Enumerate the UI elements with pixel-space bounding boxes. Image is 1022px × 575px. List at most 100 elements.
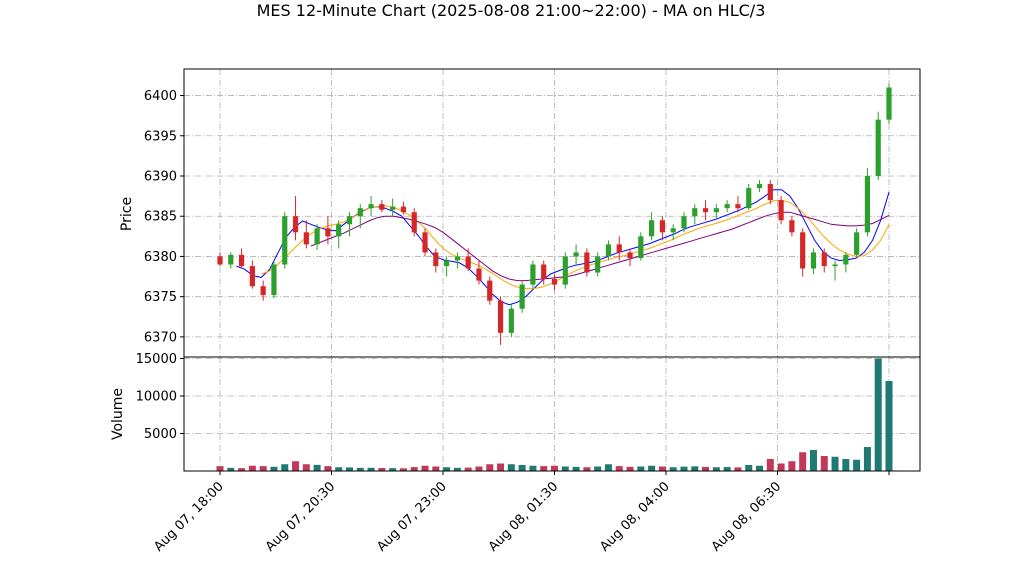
x-tick-label: Aug 08, 04:00 xyxy=(597,479,673,555)
volume-bar xyxy=(831,456,839,471)
candle-body xyxy=(746,188,752,209)
candle-body xyxy=(497,300,504,333)
candle-body xyxy=(476,268,482,281)
candle-body xyxy=(292,216,299,233)
volume-bar xyxy=(615,466,623,471)
candle-body xyxy=(508,308,514,333)
candle-body xyxy=(400,206,407,213)
volume-bar xyxy=(669,467,677,471)
volume-bar xyxy=(691,466,699,471)
volume-bar xyxy=(712,467,720,471)
volume-y-tick-label: 5000 xyxy=(144,427,177,442)
candle-body xyxy=(627,252,633,259)
volume-bar xyxy=(842,459,850,471)
price-y-ticks: 6370 6375 6380 6385 6390 6395 6400 xyxy=(144,89,184,345)
candle-body xyxy=(433,252,439,267)
candle-body xyxy=(443,260,450,267)
volume-bar xyxy=(292,461,300,471)
candle-body xyxy=(530,264,536,285)
price-panel-frame xyxy=(183,68,921,358)
moving-average-lines xyxy=(236,189,890,306)
volume-bar xyxy=(281,464,289,471)
volume-bar xyxy=(464,467,472,471)
volume-bar xyxy=(540,466,548,471)
volume-bar xyxy=(648,465,656,471)
candle-body xyxy=(681,216,687,229)
volume-bar xyxy=(766,459,774,471)
price-y-tick-label: 6395 xyxy=(144,129,177,144)
candle-body xyxy=(260,286,266,296)
volume-bar xyxy=(443,467,451,471)
candle-body xyxy=(854,232,860,255)
volume-bar xyxy=(723,467,731,471)
x-tick-label: Aug 07, 23:00 xyxy=(374,479,450,555)
volume-bar xyxy=(356,467,364,471)
candle-body xyxy=(314,228,320,245)
price-y-tick-label: 6385 xyxy=(144,210,177,225)
candle-body xyxy=(454,256,460,261)
candle-body xyxy=(551,278,558,285)
candle-body xyxy=(789,220,795,233)
volume-y-tick-label: 15000 xyxy=(136,352,177,367)
candle-body xyxy=(519,284,525,309)
moving-average-line xyxy=(236,189,890,306)
volume-bar xyxy=(345,467,353,471)
volume-bar xyxy=(367,467,375,471)
price-y-tick-label: 6370 xyxy=(144,330,177,345)
candle-body xyxy=(616,244,622,253)
candle-body xyxy=(756,184,763,189)
volume-bar xyxy=(788,461,796,471)
volume-bar xyxy=(777,463,785,471)
volume-bar xyxy=(507,464,515,471)
candle-body xyxy=(778,200,784,221)
volume-bar xyxy=(561,466,569,471)
moving-average-line xyxy=(261,199,890,290)
x-axis-ticks: Aug 07, 18:00 Aug 07, 20:30 Aug 07, 23:00 A… xyxy=(151,471,890,555)
volume-bar xyxy=(551,465,558,471)
candle-body xyxy=(562,256,568,285)
volume-bar xyxy=(594,466,602,471)
candle-body xyxy=(724,204,730,209)
candle-body xyxy=(605,244,612,257)
price-candles xyxy=(217,83,892,345)
volume-bar xyxy=(378,468,386,471)
volume-bar xyxy=(702,466,710,471)
candle-body xyxy=(228,254,234,265)
volume-bar xyxy=(756,465,764,471)
volume-bar xyxy=(583,467,591,471)
volume-bar xyxy=(302,464,310,471)
volume-bar xyxy=(658,466,666,471)
volume-bar xyxy=(453,467,461,471)
volume-bar xyxy=(809,450,817,471)
candle-body xyxy=(346,216,353,225)
candle-body xyxy=(390,206,396,210)
candle-body xyxy=(249,266,255,287)
x-tick-label: Aug 07, 18:00 xyxy=(151,479,227,555)
volume-gridlines xyxy=(184,357,920,471)
candle-body xyxy=(864,175,871,233)
candle-body xyxy=(886,87,892,120)
volume-bar xyxy=(497,463,505,471)
volume-bar xyxy=(216,466,224,471)
candle-body xyxy=(238,254,245,267)
volume-bar xyxy=(863,447,871,471)
candle-body xyxy=(541,264,547,279)
volume-bar xyxy=(335,467,343,471)
volume-bar xyxy=(637,466,645,471)
volume-bar xyxy=(324,466,332,471)
volume-bar xyxy=(313,464,321,471)
candle-body xyxy=(800,232,806,269)
volume-bar xyxy=(885,381,893,471)
price-y-tick-label: 6390 xyxy=(144,169,177,184)
candle-body xyxy=(767,184,773,201)
candle-body xyxy=(368,204,374,209)
candle-body xyxy=(357,208,363,217)
volume-bar xyxy=(421,465,429,471)
candle-body xyxy=(692,208,698,217)
volume-bar xyxy=(853,459,861,471)
volume-bar xyxy=(745,465,753,471)
candle-body xyxy=(843,254,849,265)
candle-body xyxy=(670,228,676,233)
volume-bar xyxy=(680,466,688,471)
